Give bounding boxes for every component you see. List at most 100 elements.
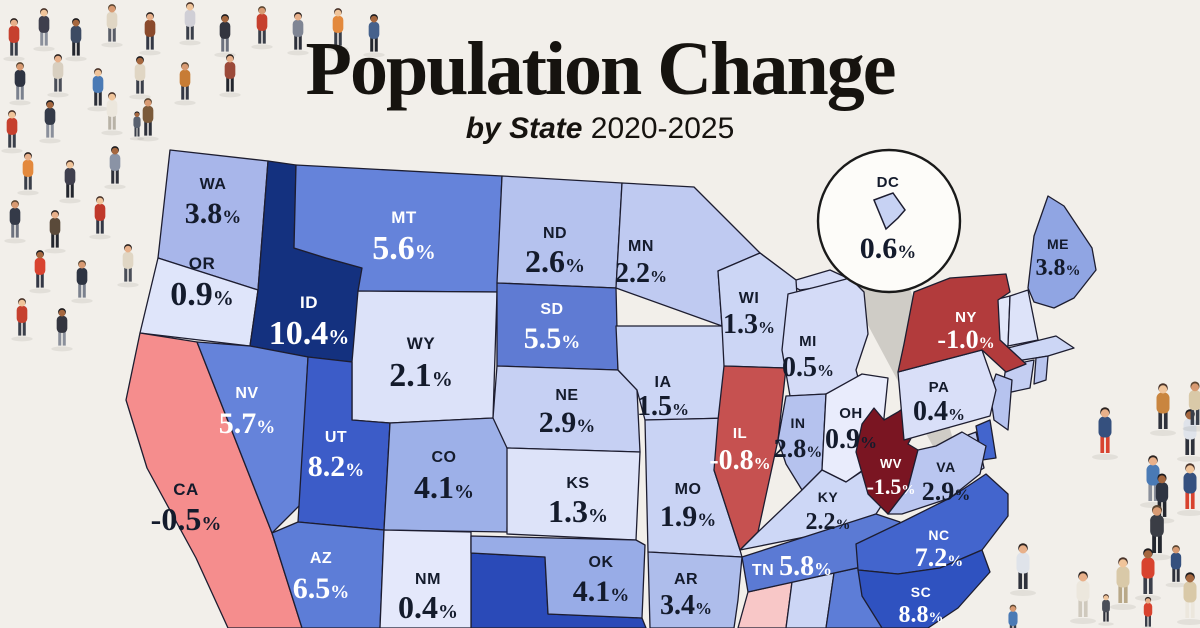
person-figure xyxy=(129,56,151,100)
abbr-ks: KS xyxy=(566,475,589,492)
value-ut: 8.2% xyxy=(308,450,365,483)
value-ca: -0.5% xyxy=(151,501,222,537)
person-figure xyxy=(39,100,61,144)
person-figure xyxy=(129,111,145,141)
abbr-me: ME xyxy=(1047,236,1069,252)
person-figure xyxy=(139,12,161,56)
state-mi xyxy=(781,277,869,397)
value-or: 0.9% xyxy=(170,276,234,313)
person-figure xyxy=(11,298,33,342)
person-figure xyxy=(4,200,26,244)
abbr-sd: SD xyxy=(540,301,563,318)
abbr-ok: OK xyxy=(589,554,614,571)
value-mi: 0.5% xyxy=(782,352,834,383)
value-nd: 2.6% xyxy=(525,243,585,279)
abbr-ut: UT xyxy=(325,429,347,446)
abbr-mo: MO xyxy=(675,481,702,498)
person-figure xyxy=(219,54,241,98)
label-tn: TN 5.8% xyxy=(752,551,832,582)
value-id: 10.4% xyxy=(269,315,350,352)
person-figure xyxy=(1165,545,1187,588)
value-ky: 2.2% xyxy=(806,509,851,535)
state-ny xyxy=(897,273,1027,373)
abbr-mn: MN xyxy=(628,238,654,255)
state-ar xyxy=(647,551,743,628)
dc-callout: DC 0.6% xyxy=(816,148,962,294)
value-mn: 2.2% xyxy=(615,258,667,289)
person-figure xyxy=(1008,604,1018,628)
value-va: 2.9% xyxy=(922,477,971,506)
abbr-dc: DC xyxy=(877,174,900,191)
state-me xyxy=(1027,195,1097,309)
person-figure xyxy=(1150,383,1176,436)
abbr-wy: WY xyxy=(407,334,436,353)
person-figure xyxy=(51,308,73,352)
person-figure xyxy=(89,196,111,240)
state-nm xyxy=(379,529,472,628)
state-va xyxy=(887,431,987,515)
person-figure xyxy=(65,18,87,62)
person-figure xyxy=(47,54,69,98)
abbr-in: IN xyxy=(791,415,806,431)
value-in: 2.8% xyxy=(774,434,823,463)
value-pa: 0.4% xyxy=(913,396,965,427)
dc-shape-icon xyxy=(873,192,906,231)
person-figure xyxy=(214,14,236,58)
person-figure xyxy=(251,6,273,50)
person-figure xyxy=(17,152,39,196)
abbr-ca: CA xyxy=(173,480,199,499)
person-figure xyxy=(29,250,51,294)
abbr-wi: WI xyxy=(739,290,760,307)
value-il: -0.8% xyxy=(709,445,770,476)
abbr-ky: KY xyxy=(818,489,839,505)
abbr-mi: MI xyxy=(799,333,817,350)
person-figure xyxy=(9,62,31,106)
value-ar: 3.4% xyxy=(660,590,712,621)
person-figure xyxy=(327,8,349,52)
person-figure xyxy=(1141,596,1155,628)
abbr-ny: NY xyxy=(955,309,977,326)
value-ia: 1.5% xyxy=(637,391,689,422)
person-figure xyxy=(287,12,309,56)
value-sc: 8.8% xyxy=(899,602,944,628)
value-ne: 2.9% xyxy=(539,406,596,439)
person-figure xyxy=(59,160,81,204)
person-figure xyxy=(104,146,126,190)
value-sd: 5.5% xyxy=(524,322,581,355)
value-wv: -1.5% xyxy=(867,474,916,499)
abbr-wv: WV xyxy=(880,456,902,471)
person-figure xyxy=(3,18,25,62)
person-figure xyxy=(363,14,385,58)
abbr-pa: PA xyxy=(929,379,950,396)
abbr-nd: ND xyxy=(543,225,567,242)
abbr-mt: MT xyxy=(391,208,417,227)
value-nm: 0.4% xyxy=(398,589,458,625)
value-ok: 4.1% xyxy=(573,575,630,608)
abbr-il: IL xyxy=(733,425,747,442)
person-figure xyxy=(179,2,201,46)
person-figure xyxy=(117,244,139,288)
value-mo: 1.9% xyxy=(660,500,717,533)
state-ok xyxy=(470,535,646,619)
abbr-nm: NM xyxy=(415,571,441,588)
abbr-va: VA xyxy=(936,459,955,475)
value-dc: 0.6% xyxy=(860,232,917,265)
crowd-illustration-right xyxy=(1008,381,1200,628)
person-figure xyxy=(1092,407,1118,460)
value-ny: -1.0% xyxy=(937,325,994,354)
value-ks: 1.3% xyxy=(548,493,608,529)
crowd-illustration-left xyxy=(1,2,385,352)
person-figure xyxy=(101,92,123,136)
abbr-az: AZ xyxy=(310,550,332,567)
person-figure xyxy=(1098,594,1114,626)
value-mt: 5.6% xyxy=(372,230,436,267)
abbr-sc: SC xyxy=(911,584,931,600)
abbr-co: CO xyxy=(432,449,457,466)
abbr-or: OR xyxy=(189,254,216,273)
abbr-ne: NE xyxy=(555,387,578,404)
person-figure xyxy=(101,4,123,48)
abbr-wa: WA xyxy=(200,176,227,193)
value-nc: 7.2% xyxy=(915,543,964,572)
